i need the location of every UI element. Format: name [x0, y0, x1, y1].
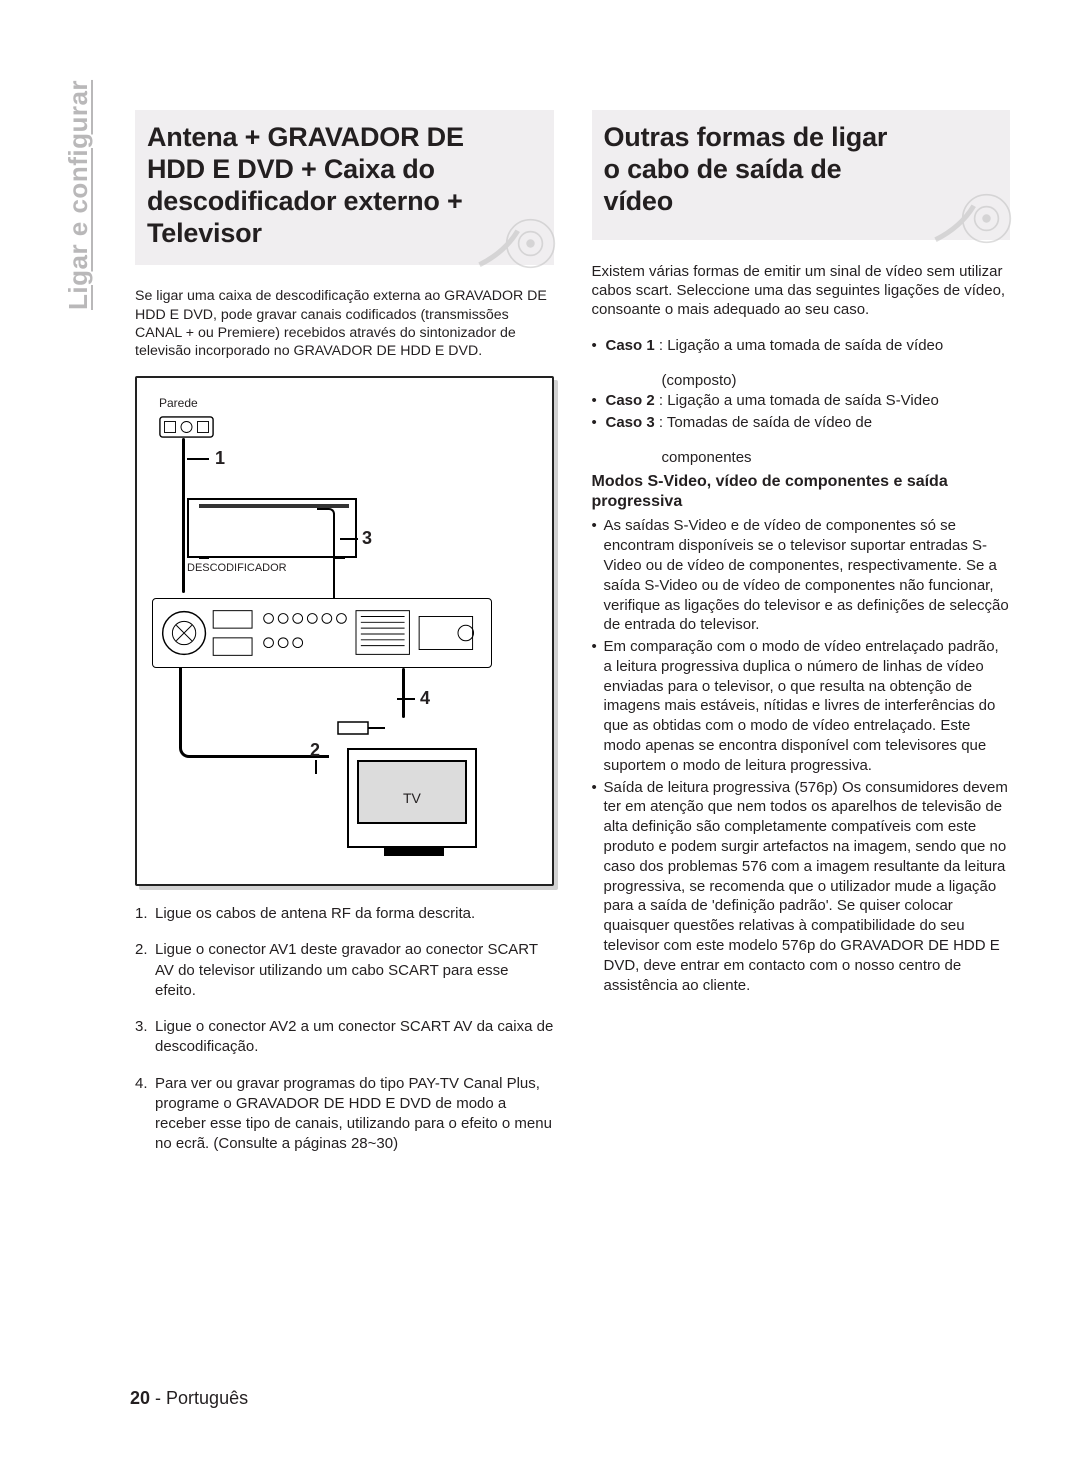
- diagram-callout-line: [340, 538, 358, 540]
- diagram-callout-line: [315, 760, 317, 774]
- right-title: Outras formas de ligar o cabo de saída d…: [604, 122, 904, 218]
- diagram-number-1: 1: [212, 448, 228, 468]
- title-decoration-icon: [927, 159, 1012, 244]
- diagram-label-descodificador: DESCODIFICADOR: [187, 562, 287, 574]
- diagram-cable: [317, 508, 335, 608]
- page-footer: 20 - Português: [130, 1388, 248, 1409]
- case-text: : Ligação a uma tomada de saída S-Video: [655, 392, 939, 409]
- case-list: Caso 2 : Ligação a uma tomada de saída S…: [592, 391, 1011, 434]
- case-label: Caso 3: [606, 414, 655, 431]
- connection-steps: 1.Ligue os cabos de antena RF da forma d…: [135, 904, 554, 1155]
- bullet-item: Em comparação com o modo de vídeo entrel…: [592, 637, 1011, 776]
- bullet-item: Saída de leitura progressiva (576p) Os c…: [592, 778, 1011, 996]
- left-column: Antena + GRAVADOR DE HDD E DVD + Caixa d…: [135, 110, 554, 1171]
- right-title-box: Outras formas de ligar o cabo de saída d…: [592, 110, 1011, 240]
- section-tab: Ligar e configurar: [63, 80, 94, 310]
- case-indent-text: componentes: [592, 449, 1011, 466]
- left-intro: Se ligar uma caixa de descodificação ext…: [135, 287, 554, 360]
- step-item: 2.Ligue o conector AV1 deste gravador ao…: [135, 940, 554, 1001]
- case-item: Caso 3 : Tomadas de saída de vídeo de: [592, 413, 1011, 433]
- diagram-number-2: 2: [307, 740, 323, 760]
- case-label: Caso 1: [606, 337, 655, 354]
- connection-diagram: Parede 1 DESCODIFICADOR: [135, 376, 554, 886]
- bullet-list: As saídas S-Video e de vídeo de componen…: [592, 516, 1011, 995]
- right-column: Outras formas de ligar o cabo de saída d…: [592, 110, 1011, 1171]
- subheading: Modos S-Video, vídeo de componentes e sa…: [592, 472, 1011, 512]
- footer-language: Português: [166, 1388, 248, 1408]
- right-intro: Existem várias formas de emitir um sinal…: [592, 262, 1011, 320]
- wall-socket-icon: [159, 416, 214, 438]
- title-decoration-icon: [471, 184, 556, 269]
- step-item: 4.Para ver ou gravar programas do tipo P…: [135, 1074, 554, 1155]
- diagram-label-tv: TV: [403, 790, 421, 806]
- step-text: Ligue o conector AV1 deste gravador ao c…: [155, 941, 538, 999]
- diagram-callout-line: [397, 698, 415, 700]
- case-text: : Ligação a uma tomada de saída de vídeo: [655, 337, 944, 354]
- case-label: Caso 2: [606, 392, 655, 409]
- diagram-number-3: 3: [359, 528, 375, 548]
- left-title: Antena + GRAVADOR DE HDD E DVD + Caixa d…: [147, 122, 467, 249]
- scart-plug-icon: [337, 718, 387, 738]
- footer-separator: -: [150, 1388, 166, 1408]
- content-columns: Antena + GRAVADOR DE HDD E DVD + Caixa d…: [135, 110, 1010, 1171]
- diagram-cable: [182, 438, 185, 593]
- diagram-callout-line: [187, 458, 209, 460]
- step-text: Ligue os cabos de antena RF da forma des…: [155, 905, 475, 922]
- step-item: 3.Ligue o conector AV2 a um conector SCA…: [135, 1017, 554, 1058]
- page-number: 20: [130, 1388, 150, 1408]
- manual-page: Ligar e configurar Antena + GRAVADOR DE …: [0, 0, 1080, 1481]
- diagram-number-4: 4: [417, 688, 433, 708]
- left-title-box: Antena + GRAVADOR DE HDD E DVD + Caixa d…: [135, 110, 554, 265]
- step-text: Ligue o conector AV2 a um conector SCART…: [155, 1018, 553, 1055]
- case-list: Caso 1 : Ligação a uma tomada de saída d…: [592, 336, 1011, 356]
- case-indent-text: (composto): [592, 372, 1011, 389]
- section-tab-text: Ligar e configurar: [63, 80, 93, 310]
- bullet-item: As saídas S-Video e de vídeo de componen…: [592, 516, 1011, 635]
- case-text: : Tomadas de saída de vídeo de: [655, 414, 872, 431]
- case-item: Caso 2 : Ligação a uma tomada de saída S…: [592, 391, 1011, 411]
- dvd-recorder-icon: [152, 598, 492, 668]
- step-item: 1.Ligue os cabos de antena RF da forma d…: [135, 904, 554, 924]
- diagram-label-parede: Parede: [159, 396, 198, 410]
- diagram-cable: [402, 668, 405, 718]
- step-text: Para ver ou gravar programas do tipo PAY…: [155, 1075, 552, 1153]
- case-item: Caso 1 : Ligação a uma tomada de saída d…: [592, 336, 1011, 356]
